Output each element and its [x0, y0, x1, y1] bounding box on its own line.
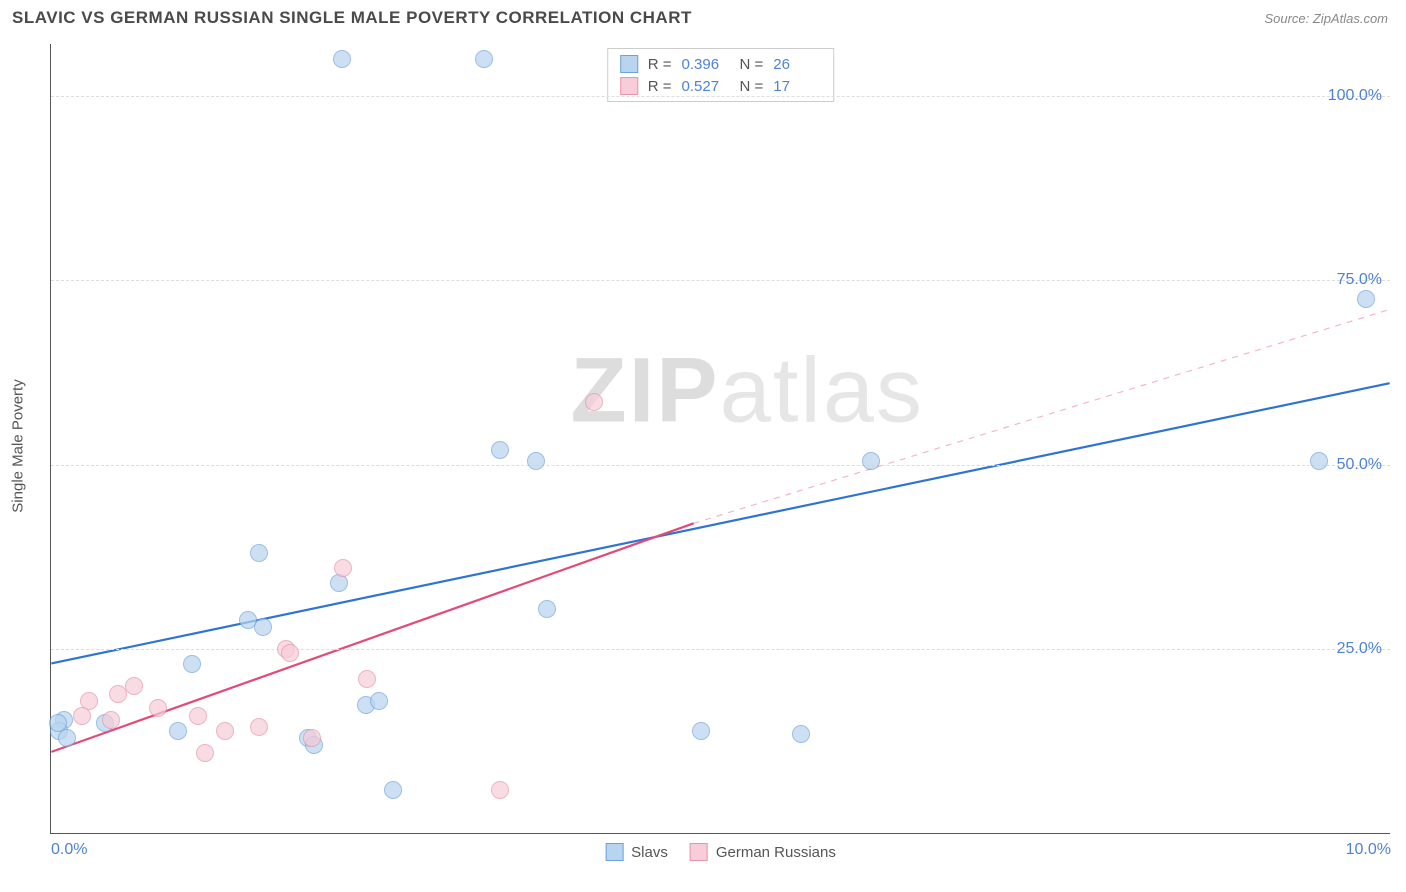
- data-point: [189, 707, 207, 725]
- y-axis-label: Single Male Poverty: [10, 379, 27, 512]
- y-tick-label: 25.0%: [1337, 640, 1382, 658]
- chart-plot-area: ZIPatlas R = 0.396 N = 26 R = 0.527 N = …: [50, 44, 1390, 834]
- data-point: [216, 722, 234, 740]
- r-label-2: R =: [648, 78, 672, 95]
- gridline: [51, 465, 1390, 466]
- data-point: [333, 50, 351, 68]
- data-point: [254, 618, 272, 636]
- chart-header: SLAVIC VS GERMAN RUSSIAN SINGLE MALE POV…: [0, 0, 1406, 34]
- data-point: [491, 781, 509, 799]
- gridline: [51, 96, 1390, 97]
- r-label-1: R =: [648, 56, 672, 73]
- n-label-1: N =: [740, 56, 764, 73]
- data-point: [73, 707, 91, 725]
- y-tick-label: 100.0%: [1328, 87, 1382, 105]
- legend-item-german: German Russians: [690, 843, 836, 861]
- trend-lines: [51, 44, 1390, 833]
- r-value-german: 0.527: [682, 78, 730, 95]
- x-tick-label: 0.0%: [51, 841, 87, 859]
- watermark-rest: atlas: [720, 340, 924, 442]
- data-point: [250, 544, 268, 562]
- n-value-slavs: 26: [773, 56, 821, 73]
- legend-swatch-german: [690, 843, 708, 861]
- legend-item-slavs: Slavs: [605, 843, 668, 861]
- data-point: [196, 744, 214, 762]
- data-point: [792, 725, 810, 743]
- data-point: [49, 714, 67, 732]
- watermark: ZIPatlas: [571, 339, 924, 444]
- data-point: [149, 699, 167, 717]
- n-value-german: 17: [773, 78, 821, 95]
- y-tick-label: 50.0%: [1337, 456, 1382, 474]
- data-point: [862, 452, 880, 470]
- chart-title: SLAVIC VS GERMAN RUSSIAN SINGLE MALE POV…: [12, 8, 692, 28]
- stats-row-german: R = 0.527 N = 17: [620, 75, 822, 97]
- legend-swatch-slavs: [605, 843, 623, 861]
- data-point: [102, 711, 120, 729]
- data-point: [370, 692, 388, 710]
- data-point: [585, 393, 603, 411]
- legend-label-slavs: Slavs: [631, 844, 668, 861]
- chart-source: Source: ZipAtlas.com: [1264, 11, 1388, 26]
- legend-label-german: German Russians: [716, 844, 836, 861]
- bottom-legend: Slavs German Russians: [605, 843, 836, 861]
- stats-box: R = 0.396 N = 26 R = 0.527 N = 17: [607, 48, 835, 102]
- data-point: [125, 677, 143, 695]
- data-point: [475, 50, 493, 68]
- stats-row-slavs: R = 0.396 N = 26: [620, 53, 822, 75]
- gridline: [51, 649, 1390, 650]
- data-point: [384, 781, 402, 799]
- data-point: [334, 559, 352, 577]
- data-point: [692, 722, 710, 740]
- data-point: [250, 718, 268, 736]
- swatch-slavs: [620, 55, 638, 73]
- data-point: [358, 670, 376, 688]
- watermark-bold: ZIP: [571, 340, 720, 442]
- data-point: [538, 600, 556, 618]
- swatch-german: [620, 77, 638, 95]
- data-point: [169, 722, 187, 740]
- r-value-slavs: 0.396: [682, 56, 730, 73]
- data-point: [527, 452, 545, 470]
- data-point: [183, 655, 201, 673]
- y-tick-label: 75.0%: [1337, 271, 1382, 289]
- n-label-2: N =: [740, 78, 764, 95]
- data-point: [491, 441, 509, 459]
- data-point: [1357, 290, 1375, 308]
- data-point: [303, 729, 321, 747]
- data-point: [1310, 452, 1328, 470]
- data-point: [281, 644, 299, 662]
- x-tick-label: 10.0%: [1346, 841, 1391, 859]
- gridline: [51, 280, 1390, 281]
